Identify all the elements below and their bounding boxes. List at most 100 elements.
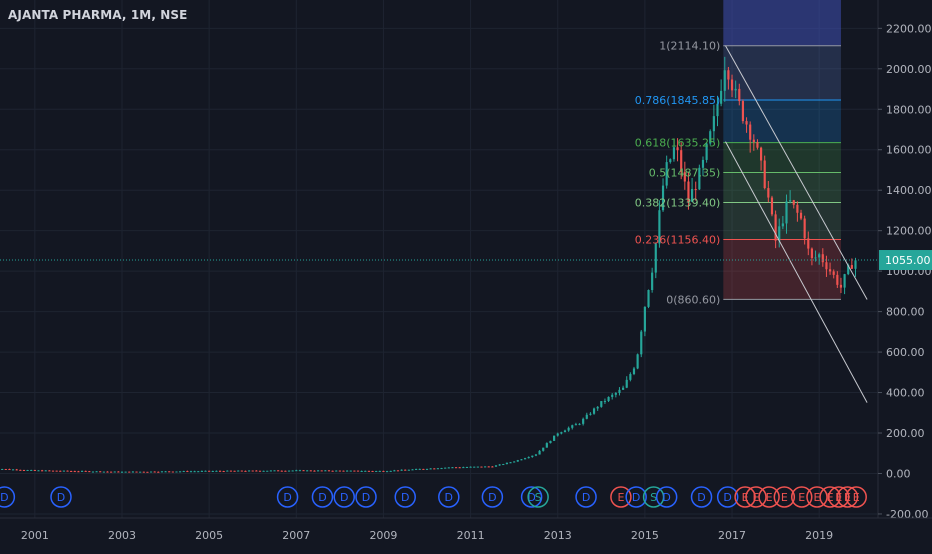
y-tick-label: 1600.00 xyxy=(886,144,932,157)
candle-up xyxy=(1,469,3,470)
candle-down xyxy=(110,472,112,473)
event-label: E xyxy=(798,491,805,504)
candle-up xyxy=(724,70,726,91)
candle-up xyxy=(600,401,602,407)
candle-up xyxy=(295,470,297,471)
fib-level-label: 0(860.60) xyxy=(666,293,720,306)
candle-down xyxy=(796,205,798,213)
candle-up xyxy=(317,470,319,471)
candle-up xyxy=(194,471,196,472)
candle-down xyxy=(357,471,359,472)
candle-down xyxy=(8,469,10,470)
candle-up xyxy=(27,470,29,471)
candle-down xyxy=(793,200,795,205)
x-tick-label: 2013 xyxy=(544,529,572,542)
event-label: D xyxy=(632,491,640,504)
candle-down xyxy=(382,471,384,472)
candle-down xyxy=(822,254,824,262)
candle-up xyxy=(506,463,508,464)
candle-down xyxy=(328,470,330,471)
candle-down xyxy=(422,469,424,470)
candle-down xyxy=(74,471,76,472)
candle-down xyxy=(85,471,87,472)
fib-zone-top xyxy=(723,0,841,46)
candle-down xyxy=(767,188,769,197)
candle-up xyxy=(150,472,152,473)
candle-up xyxy=(499,464,501,465)
candle-up xyxy=(92,472,94,473)
candle-down xyxy=(66,471,68,472)
candle-down xyxy=(771,198,773,215)
candle-down xyxy=(219,471,221,472)
candle-down xyxy=(695,189,697,190)
candle-up xyxy=(114,472,116,473)
candle-up xyxy=(161,471,163,472)
candle-down xyxy=(353,471,355,472)
x-tick-label: 2011 xyxy=(457,529,485,542)
candle-down xyxy=(760,148,762,161)
candle-up xyxy=(517,460,519,461)
candle-up xyxy=(615,393,617,395)
candle-down xyxy=(804,219,806,239)
candle-down xyxy=(143,472,145,473)
candle-up xyxy=(215,471,217,472)
y-tick-label: 2000.00 xyxy=(886,63,932,76)
candle-down xyxy=(833,271,835,274)
x-tick-label: 2017 xyxy=(718,529,746,542)
candle-down xyxy=(459,467,461,468)
candle-down xyxy=(491,466,493,467)
candle-up xyxy=(607,397,609,401)
candle-up xyxy=(513,462,515,463)
candle-down xyxy=(455,467,457,468)
candle-down xyxy=(371,471,373,472)
candle-up xyxy=(531,456,533,457)
event-label: D xyxy=(362,491,370,504)
fib-level-label: 0.236(1156.40) xyxy=(635,233,721,246)
candle-up xyxy=(782,223,784,226)
candle-up xyxy=(175,471,177,472)
candle-down xyxy=(157,472,159,473)
x-tick-label: 2005 xyxy=(195,529,223,542)
event-label: E xyxy=(781,491,788,504)
candle-down xyxy=(70,471,72,472)
y-tick-label: 600.00 xyxy=(886,346,925,359)
event-label: D xyxy=(57,491,65,504)
candle-up xyxy=(571,425,573,428)
candle-down xyxy=(840,285,842,288)
candle-up xyxy=(125,472,127,473)
candle-up xyxy=(390,471,392,472)
candle-up xyxy=(63,471,65,472)
candle-up xyxy=(248,471,250,472)
candle-up xyxy=(237,471,239,472)
candle-up xyxy=(502,464,504,465)
x-tick-label: 2003 xyxy=(108,529,136,542)
fib-zone xyxy=(723,173,841,203)
candle-up xyxy=(190,471,192,472)
candle-up xyxy=(197,471,199,472)
candle-up xyxy=(30,470,32,471)
chart-title: AJANTA PHARMA, 1M, NSE xyxy=(8,8,187,22)
fib-level-label: 0.5(1487.35) xyxy=(649,167,721,180)
candle-up xyxy=(575,424,577,425)
x-tick-label: 2009 xyxy=(369,529,397,542)
fib-zone xyxy=(723,239,841,299)
candle-down xyxy=(745,121,747,124)
candle-up xyxy=(528,457,530,458)
fib-level-label: 0.382(1339.40) xyxy=(635,196,721,209)
candle-up xyxy=(466,467,468,468)
candle-up xyxy=(640,332,642,355)
fib-level-label: 1(2114.10) xyxy=(659,40,720,53)
x-tick-label: 2007 xyxy=(282,529,310,542)
fib-zone xyxy=(723,100,841,143)
candle-down xyxy=(825,262,827,269)
candle-up xyxy=(346,471,348,472)
event-label: E xyxy=(766,491,773,504)
candle-up xyxy=(578,424,580,425)
event-label: D xyxy=(697,491,705,504)
candle-down xyxy=(800,213,802,219)
candle-up xyxy=(651,273,653,290)
candle-up xyxy=(448,467,450,468)
candle-up xyxy=(426,469,428,470)
